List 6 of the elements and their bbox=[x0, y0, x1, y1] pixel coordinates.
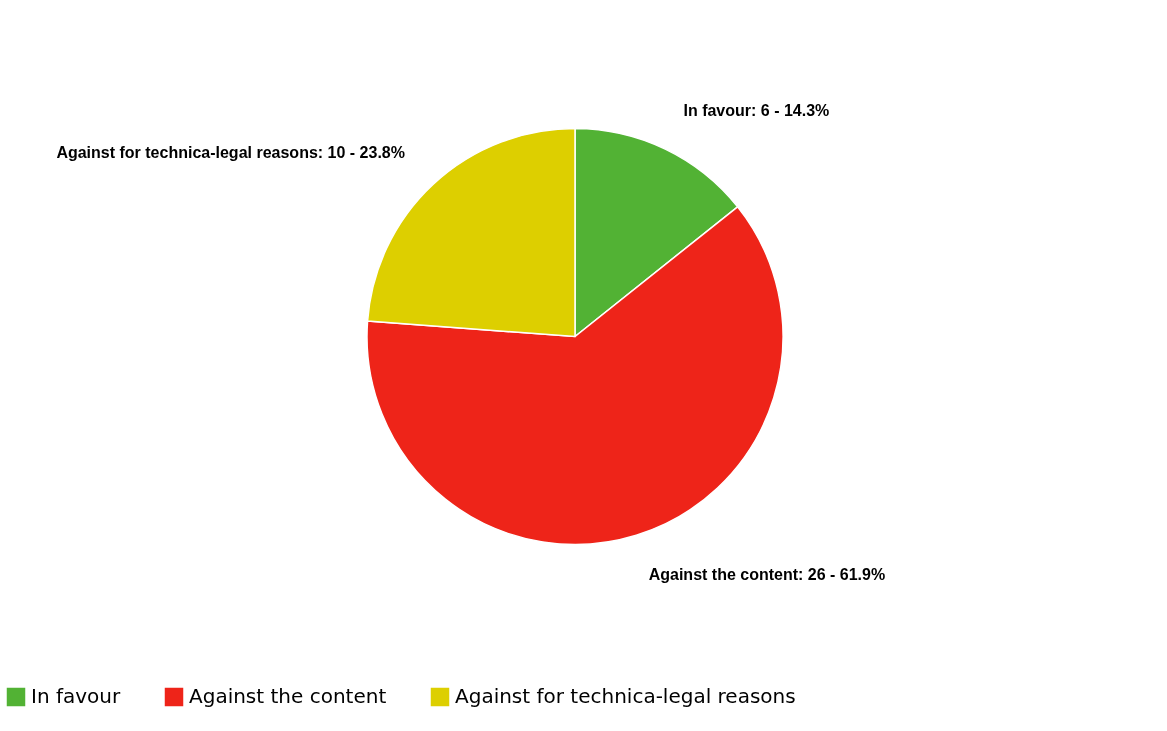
data-label: Against the content: 26 - 61.9% bbox=[648, 566, 886, 584]
legend-label: Against for technica-legal reasons bbox=[455, 684, 796, 708]
data-label: Against for technica-legal reasons: 10 - 23.8% bbox=[56, 144, 405, 162]
data-label: In favour: 6 - 14.3% bbox=[683, 102, 830, 120]
legend-label: Against the content bbox=[189, 684, 387, 708]
legend-label: In favour bbox=[31, 684, 121, 708]
